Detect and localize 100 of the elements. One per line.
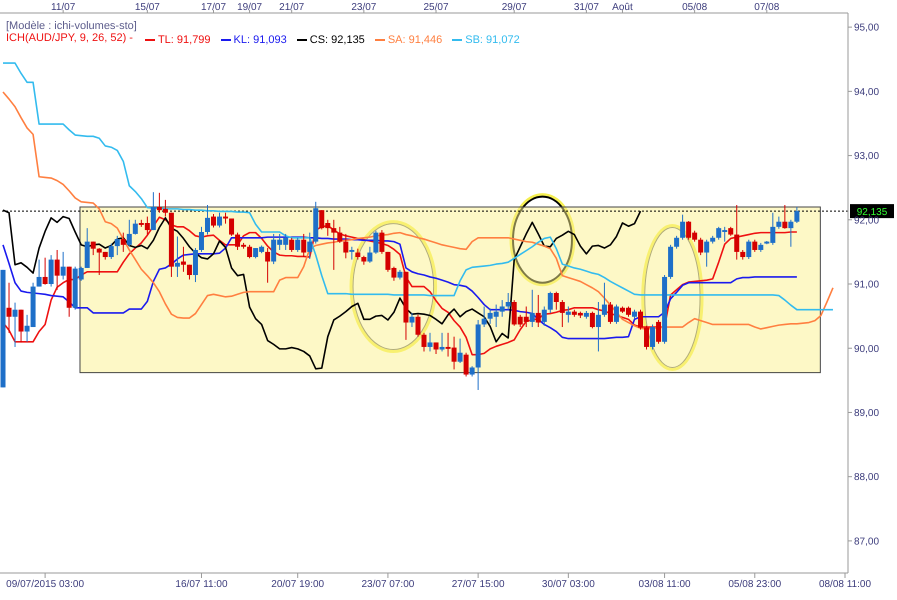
candlestick [6,282,12,334]
candlestick [211,214,216,228]
candlestick [54,249,60,290]
text: 19/07 [237,2,263,13]
legend-label: CS: 92,135 [310,34,365,46]
candlestick [150,192,156,231]
candlestick [650,324,656,350]
candlestick [337,226,342,244]
candlestick [204,204,210,236]
candlestick [373,230,378,254]
candlestick [590,311,595,329]
candlestick [12,302,18,348]
x-tick-label: 16/07 11:00 [175,579,228,590]
candlestick [644,325,650,350]
line-series [2,62,834,310]
text: Août [612,2,633,13]
text: 11/07 [51,2,76,13]
y-tick-label: 94,00 [854,86,880,98]
candlestick [752,239,758,252]
candlestick [132,219,138,236]
candlestick [409,312,414,328]
candlestick [656,319,662,344]
legend-label: KL: 91,093 [234,34,287,46]
x-tick-label: 09/07/2015 03:00 [6,579,84,590]
candlestick [349,246,354,260]
candlestick [608,301,613,324]
y-tick-label: 89,00 [854,408,880,419]
candlestick [500,300,505,318]
candlestick [217,212,222,228]
candlestick [247,244,252,259]
candlestick [36,259,42,288]
candlestick [530,289,535,328]
candlestick [602,282,607,318]
candlestick [367,246,372,264]
text: 23/07 [351,2,377,13]
candlestick [60,251,66,280]
candlestick [794,206,800,224]
candlestick [560,300,565,328]
candlestick [174,236,180,278]
text: 15/07 [134,2,160,13]
candlestick [355,248,360,260]
candlestick [42,257,48,286]
x-tick-label: 08/08 11:00 [818,579,872,590]
legend-label: SA: 91,446 [388,34,442,46]
candlestick [301,233,306,258]
x-tick-label: 05/08 23:00 [728,579,782,590]
x-tick-label: 03/08 11:00 [638,579,692,590]
candlestick [343,233,348,259]
text: [Modèle : ichi-volumes-sto] [6,20,137,32]
y-tick-label: 88,00 [854,472,880,484]
candlestick [782,204,788,230]
candlestick [295,237,300,252]
candlestick [198,226,204,252]
candlestick [458,338,463,364]
y-tick-label: 90,00 [854,344,880,355]
candlestick [638,309,644,330]
candlestick [464,352,469,377]
candlestick [536,294,541,328]
candlestick [265,248,270,284]
text: 25/07 [424,2,449,13]
candlestick [566,306,571,324]
candlestick [482,306,487,328]
x-tick-label: 23/07 07:00 [362,579,415,590]
candlestick [229,218,234,236]
legend-label: SB: 91,072 [465,34,520,46]
candlestick [734,204,740,260]
candlestick [440,332,445,352]
candlestick [18,309,24,343]
text: 07/08 [754,2,780,13]
candlestick [126,219,132,248]
candlestick [120,232,126,252]
candlestick [746,239,752,260]
y-tick-label: 95,00 [854,22,880,34]
y-tick-label: 92,00 [854,215,880,226]
candlestick [180,246,186,272]
candlestick [422,332,426,352]
legend-title: ICH(AUD/JPY, 9, 26, 52) - [6,32,133,44]
candlestick [788,219,794,248]
candlestick [674,235,680,250]
text: 05/08 [682,2,708,13]
x-tick-label: 27/07 15:00 [452,579,505,590]
y-tick-label: 93,00 [854,151,880,162]
candlestick [307,232,312,260]
candlestick [186,264,192,280]
candlestick [289,237,294,252]
candlestick [114,235,120,256]
candlestick [596,301,601,352]
candlestick [397,269,402,280]
candlestick [415,314,420,338]
candlestick [223,212,228,224]
x-tick-label: 20/07 19:00 [271,579,325,590]
text: 17/07 [200,2,226,13]
candlestick [698,237,704,256]
candlestick [90,241,96,256]
y-tick-label: 87,00 [854,536,880,548]
candlestick [680,214,686,240]
y-tick-label: 91,00 [854,280,880,291]
candlestick [776,216,782,230]
candlestick [331,219,336,270]
candlestick [542,306,547,326]
